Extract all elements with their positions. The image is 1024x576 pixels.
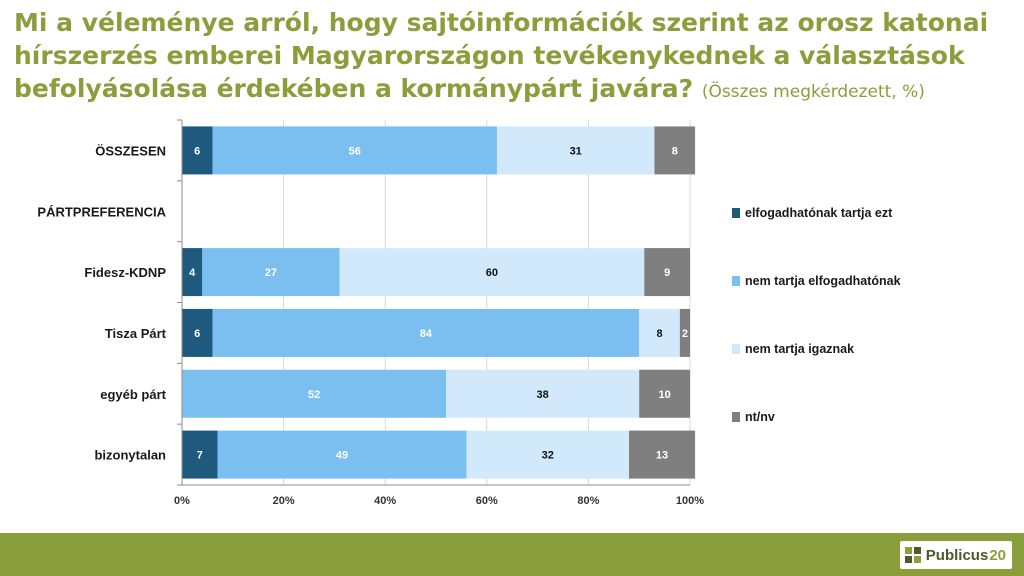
data-label: 56 — [349, 145, 361, 157]
category-label: Tisza Párt — [105, 326, 167, 341]
legend-swatch — [732, 276, 740, 286]
bar-segment — [654, 126, 696, 175]
data-label: 6 — [194, 328, 200, 340]
bar-segment — [182, 248, 203, 297]
publicus-logo: Publicus 20 — [899, 541, 1012, 569]
data-label: 27 — [265, 267, 277, 279]
data-label: 49 — [336, 450, 348, 462]
bar-segment — [639, 369, 690, 418]
data-label: 10 — [658, 389, 670, 401]
bar-segment — [639, 308, 680, 357]
category-label: PÁRTPREFERENCIA — [37, 204, 166, 219]
bar-segment — [679, 308, 690, 357]
category-label: ÖSSZESEN — [95, 143, 166, 158]
footer-bar — [0, 533, 1024, 576]
legend-label: nt/nv — [745, 410, 775, 424]
legend-swatch — [732, 208, 740, 218]
bar-segment — [446, 369, 640, 418]
bar-segment — [182, 126, 213, 175]
bar-segment — [202, 248, 340, 297]
bars: 6 56 31 84 27 60 96 84 8 252 38 107 49 32 13 — [182, 126, 696, 479]
bar-segment — [466, 430, 630, 479]
data-label: 8 — [656, 328, 662, 340]
bar-segment — [217, 430, 467, 479]
data-label: 7 — [197, 450, 203, 462]
legend-label: nem tartja elfogadhatónak — [745, 274, 901, 288]
x-tick-label: 80% — [577, 495, 599, 507]
legend-swatch — [732, 412, 740, 422]
chart-title-text: Mi a véleménye arról, hogy sajtóinformác… — [14, 8, 989, 103]
legend-label: elfogadhatónak tartja ezt — [745, 206, 893, 220]
gridlines — [181, 120, 691, 485]
data-label: 8 — [672, 145, 678, 157]
chart-subtitle: (Összes megkérdezett, %) — [701, 82, 925, 102]
bar-segment — [182, 308, 213, 357]
x-tick-label: 40% — [374, 495, 396, 507]
logo-number: 20 — [989, 546, 1006, 564]
bar-segment — [644, 248, 690, 297]
x-tick-label: 20% — [273, 495, 295, 507]
bar-segment — [182, 369, 447, 418]
legend-swatch — [732, 344, 740, 354]
bar-segment — [182, 430, 218, 479]
data-label: 6 — [194, 145, 200, 157]
bar-segment — [629, 430, 696, 479]
publicus-logo-icon — [904, 547, 921, 563]
bar-segment — [212, 126, 497, 175]
x-tick-label: 60% — [476, 495, 498, 507]
category-label: egyéb párt — [100, 387, 166, 402]
bar-segment — [339, 248, 645, 297]
data-label: 9 — [664, 267, 670, 279]
x-axis: 0% 20% 40% 60% 80% 100% — [174, 119, 704, 507]
bar-segment — [496, 126, 655, 175]
data-label: 31 — [570, 145, 582, 157]
category-label: Fidesz-KDNP — [84, 265, 166, 280]
data-label: 32 — [542, 450, 554, 462]
data-label: 13 — [656, 450, 668, 462]
data-label: 2 — [682, 328, 688, 340]
chart-title: Mi a véleménye arról, hogy sajtóinformác… — [14, 6, 1004, 109]
data-label: 38 — [537, 389, 549, 401]
data-label: 60 — [486, 267, 498, 279]
legend: elfogadhatónak tartja ezt nem tartja elfo… — [732, 206, 901, 424]
category-labels: ÖSSZESEN PÁRTPREFERENCIA Fidesz-KDNP Tisza … — [37, 143, 166, 462]
category-label: bizonytalan — [94, 448, 166, 463]
data-label: 52 — [308, 389, 320, 401]
data-label: 84 — [420, 328, 433, 340]
logo-name: Publicus — [925, 546, 989, 564]
x-tick-label: 100% — [676, 495, 704, 507]
legend-label: nem tartja igaznak — [745, 342, 854, 356]
x-tick-label: 0% — [174, 495, 190, 507]
bar-segment — [212, 308, 640, 357]
data-label: 4 — [189, 267, 196, 279]
stacked-bar-chart: 6 56 31 84 27 60 96 84 8 252 38 107 49 32 13 ÖSSZESENP… — [37, 119, 901, 507]
